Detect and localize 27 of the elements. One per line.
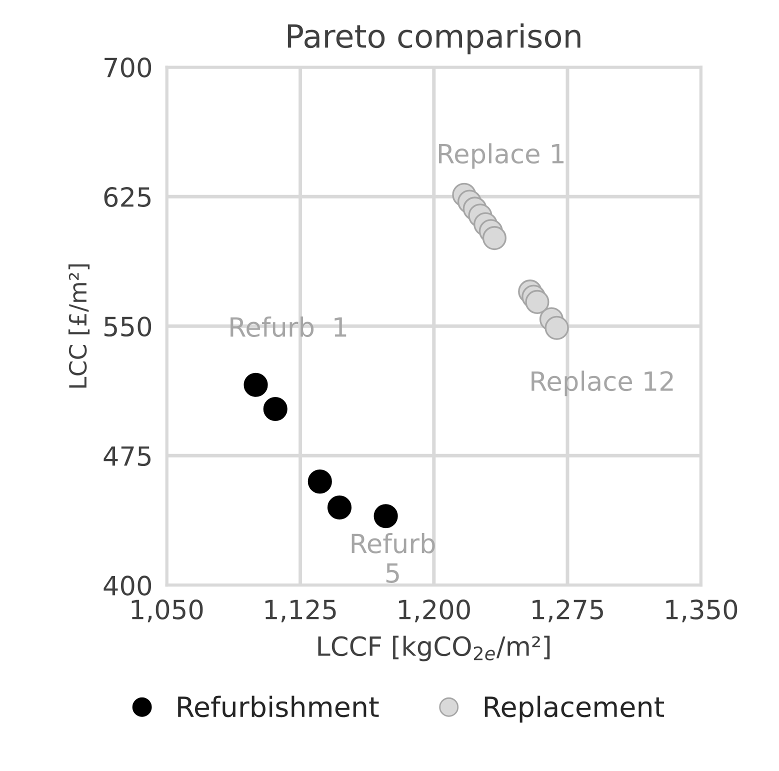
y-tick-label: 475 — [104, 446, 151, 466]
point — [525, 290, 550, 314]
legend-label: Refurbishment — [178, 696, 379, 718]
point — [327, 495, 352, 520]
x-tick-label: 1,200 — [399, 600, 470, 622]
x-tick-label: 1,275 — [532, 600, 603, 622]
y-tick-label: 550 — [104, 316, 152, 337]
legend-label: Replacement — [484, 696, 664, 723]
point — [374, 504, 398, 528]
annotation: Replace 1 — [438, 143, 564, 169]
point — [482, 226, 506, 250]
point — [308, 470, 332, 494]
y-tick-label: 625 — [104, 187, 151, 208]
x-axis-title: LCCF [kgCO$_{2e}$/m²] — [318, 636, 550, 662]
y-axis-title: LCC [£/m²] — [68, 264, 90, 388]
annotation: Refurb 5 — [352, 533, 435, 583]
chart-title: Pareto comparison — [288, 23, 580, 54]
x-tick-label: 1,350 — [666, 600, 738, 622]
x-tick-label: 1,050 — [132, 600, 203, 622]
x-tick-label: 1,125 — [265, 600, 336, 622]
annotation: Refurb 1 — [230, 316, 346, 337]
y-tick-label: 700 — [104, 58, 152, 78]
y-tick-label: 400 — [104, 576, 152, 596]
point — [544, 316, 569, 340]
point — [263, 397, 288, 422]
point — [244, 372, 268, 397]
annotation: Replace 12 — [532, 370, 673, 396]
